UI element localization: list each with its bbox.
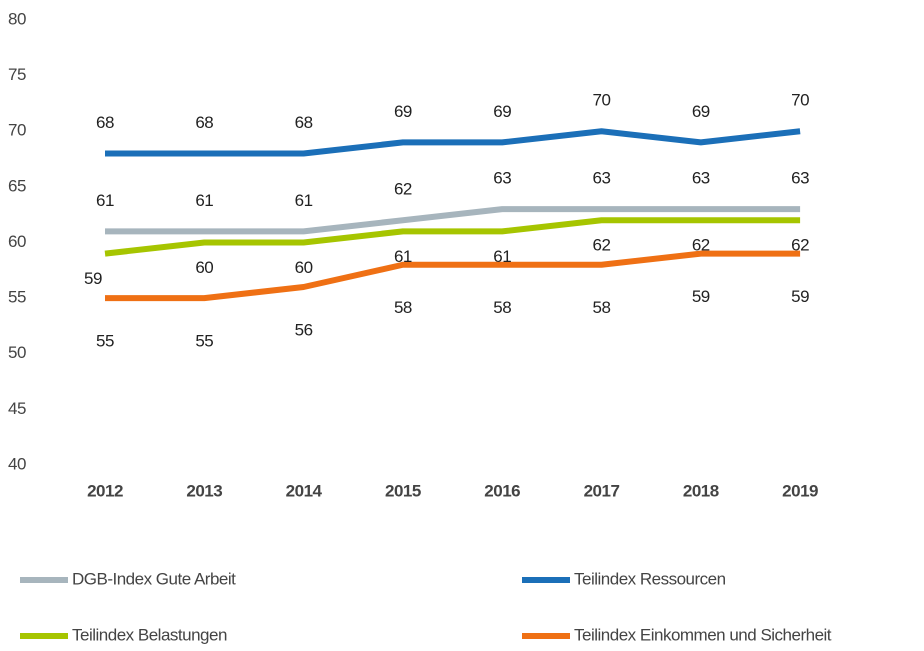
x-tick-label: 2017	[584, 481, 620, 500]
data-label: 58	[593, 298, 611, 317]
x-tick-label: 2016	[484, 481, 520, 500]
data-label: 59	[692, 287, 710, 306]
data-label: 62	[593, 236, 611, 255]
x-tick-label: 2019	[782, 481, 818, 500]
data-label: 61	[195, 191, 213, 210]
data-label: 62	[692, 236, 710, 255]
data-label: 59	[791, 287, 809, 306]
x-tick-label: 2015	[385, 481, 421, 500]
data-label: 55	[195, 332, 213, 351]
data-label: 58	[394, 298, 412, 317]
data-label: 59	[84, 269, 102, 288]
legend-swatch	[20, 633, 68, 639]
legend-label: Teilindex Ressourcen	[574, 569, 726, 588]
legend-swatch	[20, 577, 68, 583]
y-tick-label: 60	[8, 232, 26, 251]
y-tick-label: 65	[8, 176, 26, 195]
y-tick-label: 40	[8, 454, 26, 473]
y-tick-label: 55	[8, 288, 26, 307]
data-label: 68	[295, 113, 313, 132]
data-label: 55	[96, 332, 114, 351]
data-label: 63	[791, 169, 809, 188]
x-tick-label: 2014	[286, 481, 323, 500]
series-line	[105, 206, 801, 235]
x-tick-label: 2012	[87, 481, 123, 500]
data-label: 56	[295, 320, 313, 339]
series-line	[105, 250, 801, 302]
data-label: 62	[394, 180, 412, 199]
legend-label: Teilindex Einkommen und Sicherheit	[574, 625, 832, 644]
data-label: 61	[295, 191, 313, 210]
data-label: 60	[295, 258, 313, 277]
legend-label: DGB-Index Gute Arbeit	[72, 569, 236, 588]
series-line	[105, 128, 801, 157]
data-label: 62	[791, 236, 809, 255]
data-label: 63	[493, 169, 511, 188]
data-label: 61	[394, 247, 412, 266]
data-label: 63	[692, 169, 710, 188]
data-label: 61	[493, 247, 511, 266]
data-label: 68	[96, 113, 114, 132]
y-tick-label: 50	[8, 343, 26, 362]
data-label: 70	[791, 91, 809, 110]
legend-swatch	[522, 633, 570, 639]
legend-swatch	[522, 577, 570, 583]
y-tick-label: 75	[8, 65, 26, 84]
y-tick-label: 80	[8, 9, 26, 28]
data-label: 63	[593, 169, 611, 188]
data-label: 61	[96, 191, 114, 210]
data-label: 68	[195, 113, 213, 132]
x-tick-label: 2013	[186, 481, 222, 500]
data-label: 69	[493, 102, 511, 121]
y-tick-label: 45	[8, 399, 26, 418]
data-label: 58	[493, 298, 511, 317]
data-label: 60	[195, 258, 213, 277]
legend-label: Teilindex Belastungen	[72, 625, 227, 644]
x-tick-label: 2018	[683, 481, 719, 500]
data-label: 69	[692, 102, 710, 121]
data-label: 69	[394, 102, 412, 121]
series-line	[104, 217, 801, 257]
y-tick-label: 70	[8, 121, 26, 140]
data-label: 70	[593, 91, 611, 110]
